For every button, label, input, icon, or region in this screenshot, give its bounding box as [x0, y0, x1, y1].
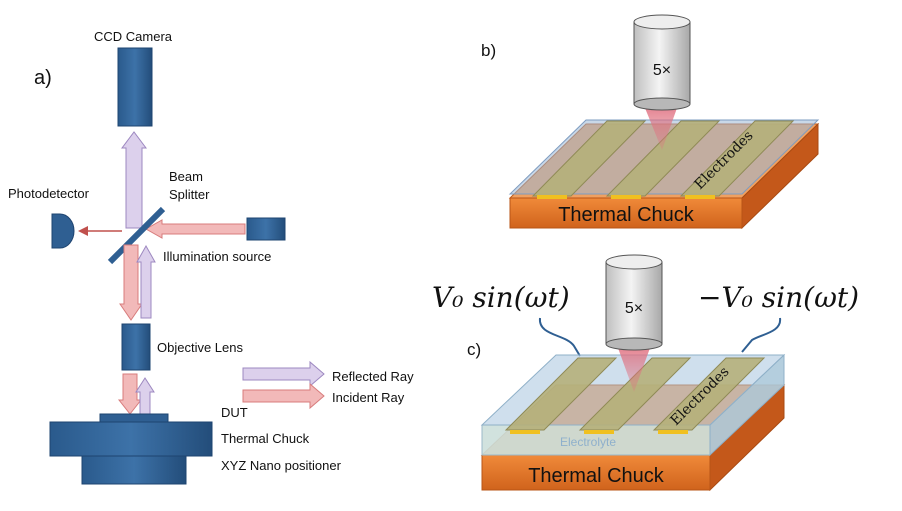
legend-reflected-arrow	[242, 360, 325, 388]
xyz-positioner-label: XYZ Nano positioner	[221, 458, 342, 473]
objective-b-bottom	[633, 97, 691, 111]
dut	[99, 413, 169, 423]
reflected-arrow-to-camera	[121, 131, 147, 229]
photodetector	[51, 213, 75, 249]
chuck-b-label: Thermal Chuck	[558, 204, 695, 226]
panel-b-label: b)	[481, 41, 496, 60]
voltage-right-label: −V₀ sin(ωt)	[698, 281, 859, 314]
objective-cylinder-c	[606, 262, 662, 344]
beam-splitter-label-line2: Splitter	[169, 187, 210, 202]
contact-b-1	[537, 195, 567, 199]
legend-incident-arrow	[242, 382, 325, 410]
illumination-source-label: Illumination source	[163, 249, 271, 264]
lens-mark-b: 5×	[653, 62, 671, 79]
voltage-left-label: V₀ sin(ωt)	[432, 281, 570, 314]
wire-left	[538, 317, 581, 357]
incident-arrow-from-source	[144, 219, 246, 239]
legend-incident-label: Incident Ray	[332, 390, 405, 405]
thermal-chuck-a	[49, 421, 213, 457]
contact-c-1	[510, 430, 540, 434]
ccd-camera	[117, 47, 153, 127]
objective-b-top	[633, 14, 691, 30]
incident-arrow-down	[119, 244, 143, 321]
panel-c: c) V₀ sin(ωt) −V₀ sin(ωt) Thermal Chuck …	[432, 254, 859, 492]
legend-reflected-label: Reflected Ray	[332, 369, 414, 384]
objective-c-top	[605, 254, 663, 270]
beam-cone-b	[645, 108, 677, 150]
photodetector-ray-head	[78, 226, 88, 236]
panel-c-label: c)	[467, 340, 481, 359]
beam-splitter	[107, 206, 166, 265]
dut-label: DUT	[221, 405, 248, 420]
wire-right	[741, 317, 782, 353]
contact-c-3	[658, 430, 688, 434]
ccd-camera-label: CCD Camera	[94, 29, 173, 44]
reflected-arrow-up	[136, 244, 156, 319]
panel-a: a) CCD Camera Illumination source Photod…	[8, 29, 414, 485]
contact-c-2	[584, 430, 614, 434]
xyz-positioner	[81, 455, 187, 485]
contact-b-3	[685, 195, 715, 199]
chuck-c-label: Thermal Chuck	[528, 465, 665, 487]
incident-arrow-to-dut	[117, 373, 143, 415]
electrolyte-label: Electrolyte	[560, 435, 616, 449]
beam-cone-c	[618, 348, 650, 392]
illumination-source	[246, 217, 286, 241]
beam-splitter-label-line1: Beam	[169, 169, 203, 184]
objective-cylinder-b	[634, 22, 690, 104]
objective-lens-label: Objective Lens	[157, 340, 243, 355]
thermal-chuck-a-label: Thermal Chuck	[221, 431, 310, 446]
chuck-b-front	[509, 197, 743, 229]
objective-lens	[121, 323, 151, 371]
objective-c-bottom	[605, 337, 663, 351]
lens-mark-c: 5×	[625, 300, 643, 317]
reflected-arrow-from-dut	[135, 377, 155, 415]
panel-a-label: a)	[34, 67, 52, 89]
contact-b-2	[611, 195, 641, 199]
photodetector-label: Photodetector	[8, 186, 90, 201]
panel-b: b) Thermal Chuck Electrodes 5×	[481, 14, 820, 230]
chuck-c-front	[481, 454, 711, 491]
